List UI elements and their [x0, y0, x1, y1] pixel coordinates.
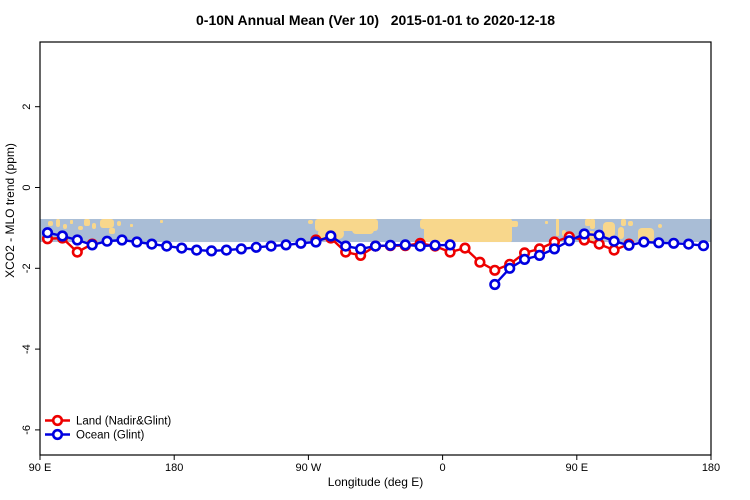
data-point	[235, 243, 247, 255]
data-point	[682, 238, 695, 250]
data-point	[504, 262, 516, 274]
data-point	[489, 278, 501, 291]
land-patch	[556, 219, 559, 236]
data-point	[399, 239, 411, 251]
y-tick-label: 2	[21, 104, 33, 110]
data-point	[369, 240, 382, 252]
data-point	[608, 235, 620, 247]
data-point	[548, 243, 561, 255]
data-point	[310, 236, 322, 248]
data-point	[101, 235, 113, 247]
x-axis-label: Longitude (deg E)	[328, 475, 423, 489]
data-point	[563, 235, 575, 247]
data-point	[593, 229, 605, 241]
data-point	[280, 239, 292, 251]
data-point	[593, 238, 605, 250]
data-point	[429, 239, 441, 251]
data-point	[41, 227, 54, 239]
axis-box	[39, 41, 712, 456]
data-point	[668, 237, 680, 249]
data-point	[265, 240, 277, 252]
land-patch	[56, 219, 60, 227]
y-tick-label: -6	[21, 425, 33, 435]
land-patch	[130, 224, 133, 227]
y-axis-label: XCO2 - MLO trend (ppm)	[3, 143, 17, 278]
data-point	[578, 228, 590, 240]
series-line	[47, 236, 93, 254]
chart-title: 0-10N Annual Mean (Ver 10) 2015-01-01 to…	[196, 12, 555, 28]
y-tick-label: 0	[21, 184, 33, 190]
legend-label: Ocean (Glint)	[76, 430, 145, 442]
legend-marker	[51, 428, 64, 441]
data-point	[131, 236, 143, 248]
x-tick-label: 90 W	[296, 462, 322, 474]
data-point	[220, 244, 232, 256]
data-point	[71, 234, 83, 246]
y-tick-label: -2	[21, 263, 33, 273]
land-patch	[621, 219, 626, 226]
x-tick-label: 90 E	[565, 462, 588, 474]
data-point	[295, 237, 307, 249]
data-point	[444, 239, 456, 251]
land-patch	[510, 221, 518, 227]
land-patch	[352, 226, 374, 234]
data-point	[623, 239, 635, 251]
x-tick-label: 90 E	[29, 462, 52, 474]
land-patch	[618, 227, 624, 239]
land-patch	[160, 220, 163, 223]
land-patch	[603, 222, 615, 237]
data-point	[205, 245, 218, 257]
land-patch	[84, 219, 90, 226]
land-patch	[590, 219, 595, 229]
data-point	[518, 253, 531, 265]
land-patch	[585, 219, 591, 226]
x-tick-label: 0	[440, 462, 446, 474]
land-patch	[424, 219, 512, 242]
data-point	[533, 249, 546, 261]
land-patch	[92, 223, 96, 229]
land-patch	[48, 221, 53, 226]
land-patch	[628, 221, 633, 226]
land-patch	[63, 224, 67, 229]
land-patch	[78, 226, 83, 230]
data-point	[384, 239, 397, 251]
data-point	[340, 240, 352, 252]
data-point	[459, 242, 471, 254]
data-point	[71, 246, 83, 258]
land-patch	[100, 219, 114, 228]
series-line	[47, 231, 451, 253]
land-patch	[545, 221, 548, 224]
data-point	[638, 236, 650, 248]
data-point	[116, 234, 128, 246]
data-point	[608, 244, 620, 256]
data-point	[653, 237, 665, 249]
data-point	[489, 264, 501, 276]
data-point	[146, 238, 158, 250]
land-patch	[658, 224, 662, 228]
data-point	[474, 256, 486, 268]
y-tick-label: -4	[21, 344, 33, 354]
data-point	[191, 244, 203, 256]
land-patch	[117, 221, 121, 226]
legend-marker	[51, 414, 64, 427]
data-point	[325, 230, 337, 242]
data-point	[176, 242, 188, 254]
data-point	[414, 240, 426, 252]
data-point	[355, 243, 367, 255]
data-point	[56, 230, 69, 242]
x-tick-label: 180	[702, 462, 720, 474]
land-patch	[109, 228, 115, 234]
data-point	[250, 241, 262, 253]
land-patch	[308, 220, 313, 224]
data-point	[697, 240, 710, 252]
legend-label: Land (Nadir&Glint)	[76, 416, 171, 428]
land-patch	[70, 220, 73, 224]
data-point	[161, 240, 173, 252]
data-point	[86, 239, 98, 251]
x-tick-label: 180	[165, 462, 183, 474]
